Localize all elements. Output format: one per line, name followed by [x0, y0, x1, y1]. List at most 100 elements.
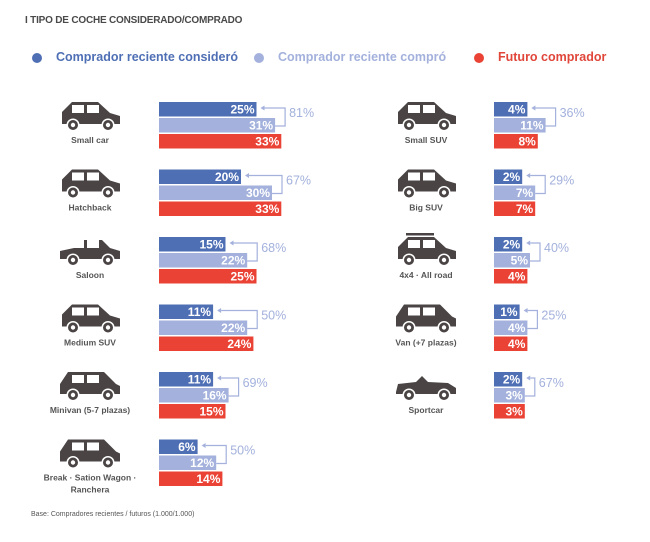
- conversion-bracket: [221, 377, 240, 397]
- car-hub: [105, 257, 111, 263]
- data-label-considered: 11%: [188, 305, 212, 319]
- conversion-label: 68%: [261, 241, 286, 255]
- conversion-arrowhead: [229, 240, 234, 246]
- car-hub: [406, 325, 412, 330]
- car-hub: [105, 325, 111, 330]
- car-window: [72, 105, 84, 113]
- car-window: [87, 172, 99, 181]
- minivan-icon: [60, 372, 120, 402]
- data-label-bought: 11%: [520, 119, 544, 133]
- van-icon: [396, 304, 456, 334]
- hatchback-icon: [62, 169, 120, 199]
- car-hub: [70, 325, 76, 330]
- bar-future: [494, 201, 536, 216]
- car-hub: [441, 122, 447, 128]
- data-label-future: 33%: [255, 202, 279, 216]
- bar-bought: [159, 185, 272, 200]
- bar-considered: [494, 102, 528, 117]
- legend-label-future: Futuro comprador: [498, 50, 607, 64]
- roof-rack: [406, 233, 434, 236]
- bar-bought: [159, 253, 248, 268]
- data-label-future: 15%: [199, 405, 223, 419]
- car-window: [87, 375, 99, 383]
- car-window: [87, 442, 99, 451]
- conversion-bracket: [264, 107, 286, 127]
- car-window: [423, 172, 435, 181]
- car-window: [87, 105, 99, 113]
- bar-considered: [159, 304, 214, 319]
- conversion-bracket: [524, 377, 536, 397]
- conversion-label: 50%: [230, 444, 255, 458]
- data-label-considered: 11%: [188, 373, 212, 387]
- car-hub: [105, 122, 111, 128]
- data-label-considered: 6%: [178, 440, 196, 454]
- category-label: Small SUV: [405, 135, 448, 145]
- bar-bought: [159, 320, 248, 335]
- data-label-future: 4%: [508, 270, 526, 284]
- data-label-considered: 2%: [503, 238, 521, 252]
- data-label-bought: 16%: [203, 389, 227, 403]
- car-window: [423, 240, 435, 248]
- bar-group: Break · Sation Wagon · Ranchera 6% 12% 14% 50…: [44, 439, 255, 495]
- bar-future: [494, 134, 538, 149]
- bar-considered: [494, 237, 523, 252]
- car-window: [72, 240, 84, 248]
- category-label: Van (+7 plazas): [395, 338, 456, 348]
- legend-marker-future: [474, 53, 484, 63]
- car-hub: [105, 460, 111, 465]
- saloon-icon: [60, 240, 120, 267]
- station-wagon-icon: [60, 439, 120, 469]
- car-window: [72, 442, 84, 451]
- data-label-bought: 31%: [249, 119, 273, 133]
- car-hub: [441, 392, 447, 398]
- chart-title: I TIPO DE COCHE CONSIDERADO/COMPRADO: [25, 15, 243, 26]
- data-label-bought: 4%: [508, 321, 526, 335]
- data-label-considered: 20%: [215, 170, 239, 184]
- bar-bought: [494, 320, 528, 335]
- conversion-bracket: [535, 107, 557, 127]
- bar-group: Big SUV 2% 7% 7% 29%: [398, 169, 574, 216]
- car-hub: [406, 122, 412, 128]
- car-hub: [406, 257, 412, 263]
- car-hub: [441, 190, 447, 195]
- conversion-label: 67%: [286, 174, 311, 188]
- data-label-bought: 12%: [190, 456, 214, 470]
- bar-future: [494, 404, 525, 419]
- data-label-considered: 2%: [503, 373, 521, 387]
- car-hub: [105, 392, 111, 398]
- conversion-arrowhead: [217, 375, 222, 381]
- bar-considered: [159, 169, 241, 184]
- data-label-future: 24%: [227, 337, 251, 351]
- bar-future: [159, 201, 282, 216]
- category-label: Sportcar: [409, 405, 445, 415]
- conversion-arrowhead: [526, 240, 531, 246]
- bar-group: Van (+7 plazas) 1% 4% 4% 25%: [395, 304, 566, 351]
- conversion-label: 29%: [549, 174, 574, 188]
- bar-future: [159, 404, 226, 419]
- four-by-four-icon: [398, 233, 456, 267]
- bar-considered: [494, 372, 523, 387]
- bar-considered: [494, 169, 523, 184]
- car-window: [408, 307, 420, 316]
- car-window: [87, 240, 99, 248]
- footnote: Base: Compradores recientes / futuros (1…: [31, 511, 195, 518]
- category-label: Ranchera: [71, 485, 110, 495]
- conversion-bracket: [249, 174, 283, 195]
- car-window: [87, 307, 99, 316]
- data-label-considered: 4%: [508, 103, 526, 117]
- conversion-arrowhead: [217, 308, 222, 313]
- car-window: [423, 105, 435, 113]
- conversion-bracket: [527, 309, 538, 330]
- bar-considered: [159, 237, 226, 252]
- car-hub: [70, 122, 76, 128]
- data-label-considered: 15%: [199, 238, 223, 252]
- data-label-future: 8%: [518, 135, 536, 149]
- category-label: Break · Sation Wagon ·: [44, 473, 137, 483]
- car-window: [408, 105, 420, 113]
- category-label: Minivan (5-7 plazas): [50, 405, 130, 415]
- conversion-label: 81%: [289, 106, 314, 120]
- bar-future: [494, 336, 528, 351]
- bar-group: Medium SUV 11% 22% 24% 50%: [62, 304, 286, 351]
- bar-group: Minivan (5-7 plazas) 11% 16% 15% 69%: [50, 372, 268, 419]
